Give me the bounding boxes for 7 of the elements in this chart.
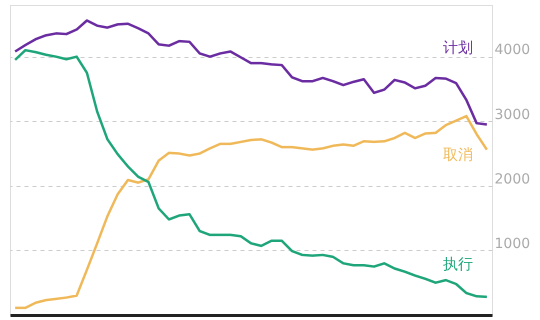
y-tick-label: 3000 [494, 106, 530, 123]
y-tick-label: 2000 [494, 171, 530, 188]
series-label: 取消 [442, 146, 473, 164]
y-tick-label: 1000 [494, 236, 530, 252]
series-label: 计划 [442, 38, 473, 56]
y-tick-label: 4000 [494, 42, 530, 58]
series-label: 执行 [442, 254, 473, 273]
